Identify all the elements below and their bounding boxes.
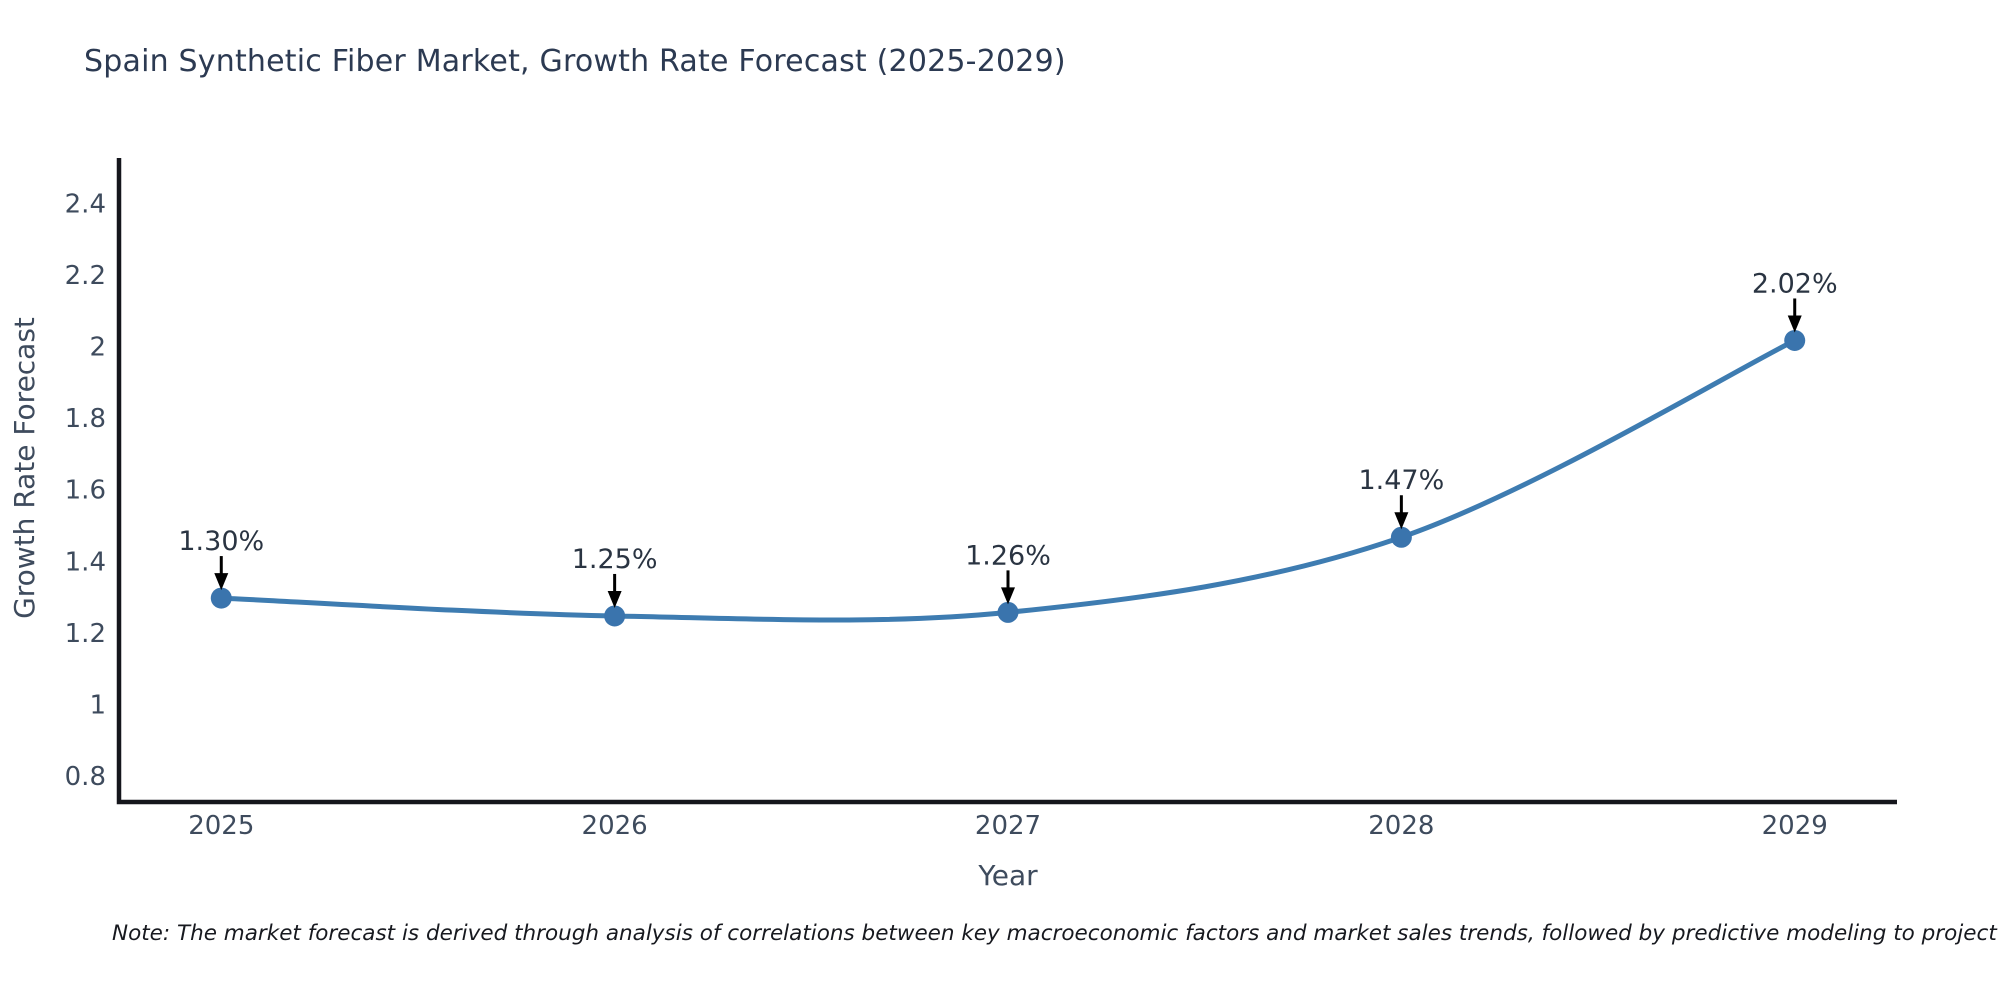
annotation-arrowhead [607, 590, 622, 608]
y-tick-label: 1 [89, 690, 106, 720]
y-tick-label: 1.8 [65, 404, 106, 434]
x-axis-title: Year [977, 859, 1038, 892]
axis-spines [116, 158, 1897, 805]
x-tick-label: 2029 [1762, 811, 1828, 841]
point-value-label: 1.26% [965, 540, 1051, 571]
data-point-2025 [210, 587, 232, 609]
annotation-arrowhead [1787, 315, 1802, 333]
x-tick-label: 2027 [975, 811, 1041, 841]
chart-note: Note: The market forecast is derived thr… [112, 921, 2000, 946]
point-value-label: 2.02% [1752, 268, 1838, 299]
x-tick-label: 2026 [582, 811, 648, 841]
y-tick-label: 1.6 [65, 476, 106, 506]
y-axis-title: Growth Rate Forecast [8, 317, 41, 619]
annotation-arrowhead [214, 573, 229, 591]
point-value-label: 1.30% [178, 526, 264, 557]
annotation-arrowhead [1394, 512, 1409, 530]
y-tick-label: 1.2 [65, 619, 106, 649]
data-point-2029 [1784, 329, 1806, 351]
data-point-2028 [1390, 526, 1412, 548]
annotation-arrowhead [1001, 587, 1015, 605]
data-point-2026 [604, 605, 626, 627]
x-tick-label: 2028 [1368, 811, 1434, 841]
page-title: Spain Synthetic Fiber Market, Growth Rat… [84, 44, 1066, 79]
point-value-label: 1.25% [572, 544, 658, 575]
y-tick-label: 2.4 [65, 190, 106, 220]
x-tick-label: 2025 [188, 811, 254, 841]
y-tick-label: 2 [89, 333, 106, 363]
point-value-label: 1.47% [1358, 465, 1444, 496]
y-tick-label: 1.4 [65, 547, 106, 577]
y-tick-label: 0.8 [65, 762, 106, 792]
y-tick-label: 2.2 [65, 261, 106, 291]
data-point-2027 [997, 601, 1019, 623]
